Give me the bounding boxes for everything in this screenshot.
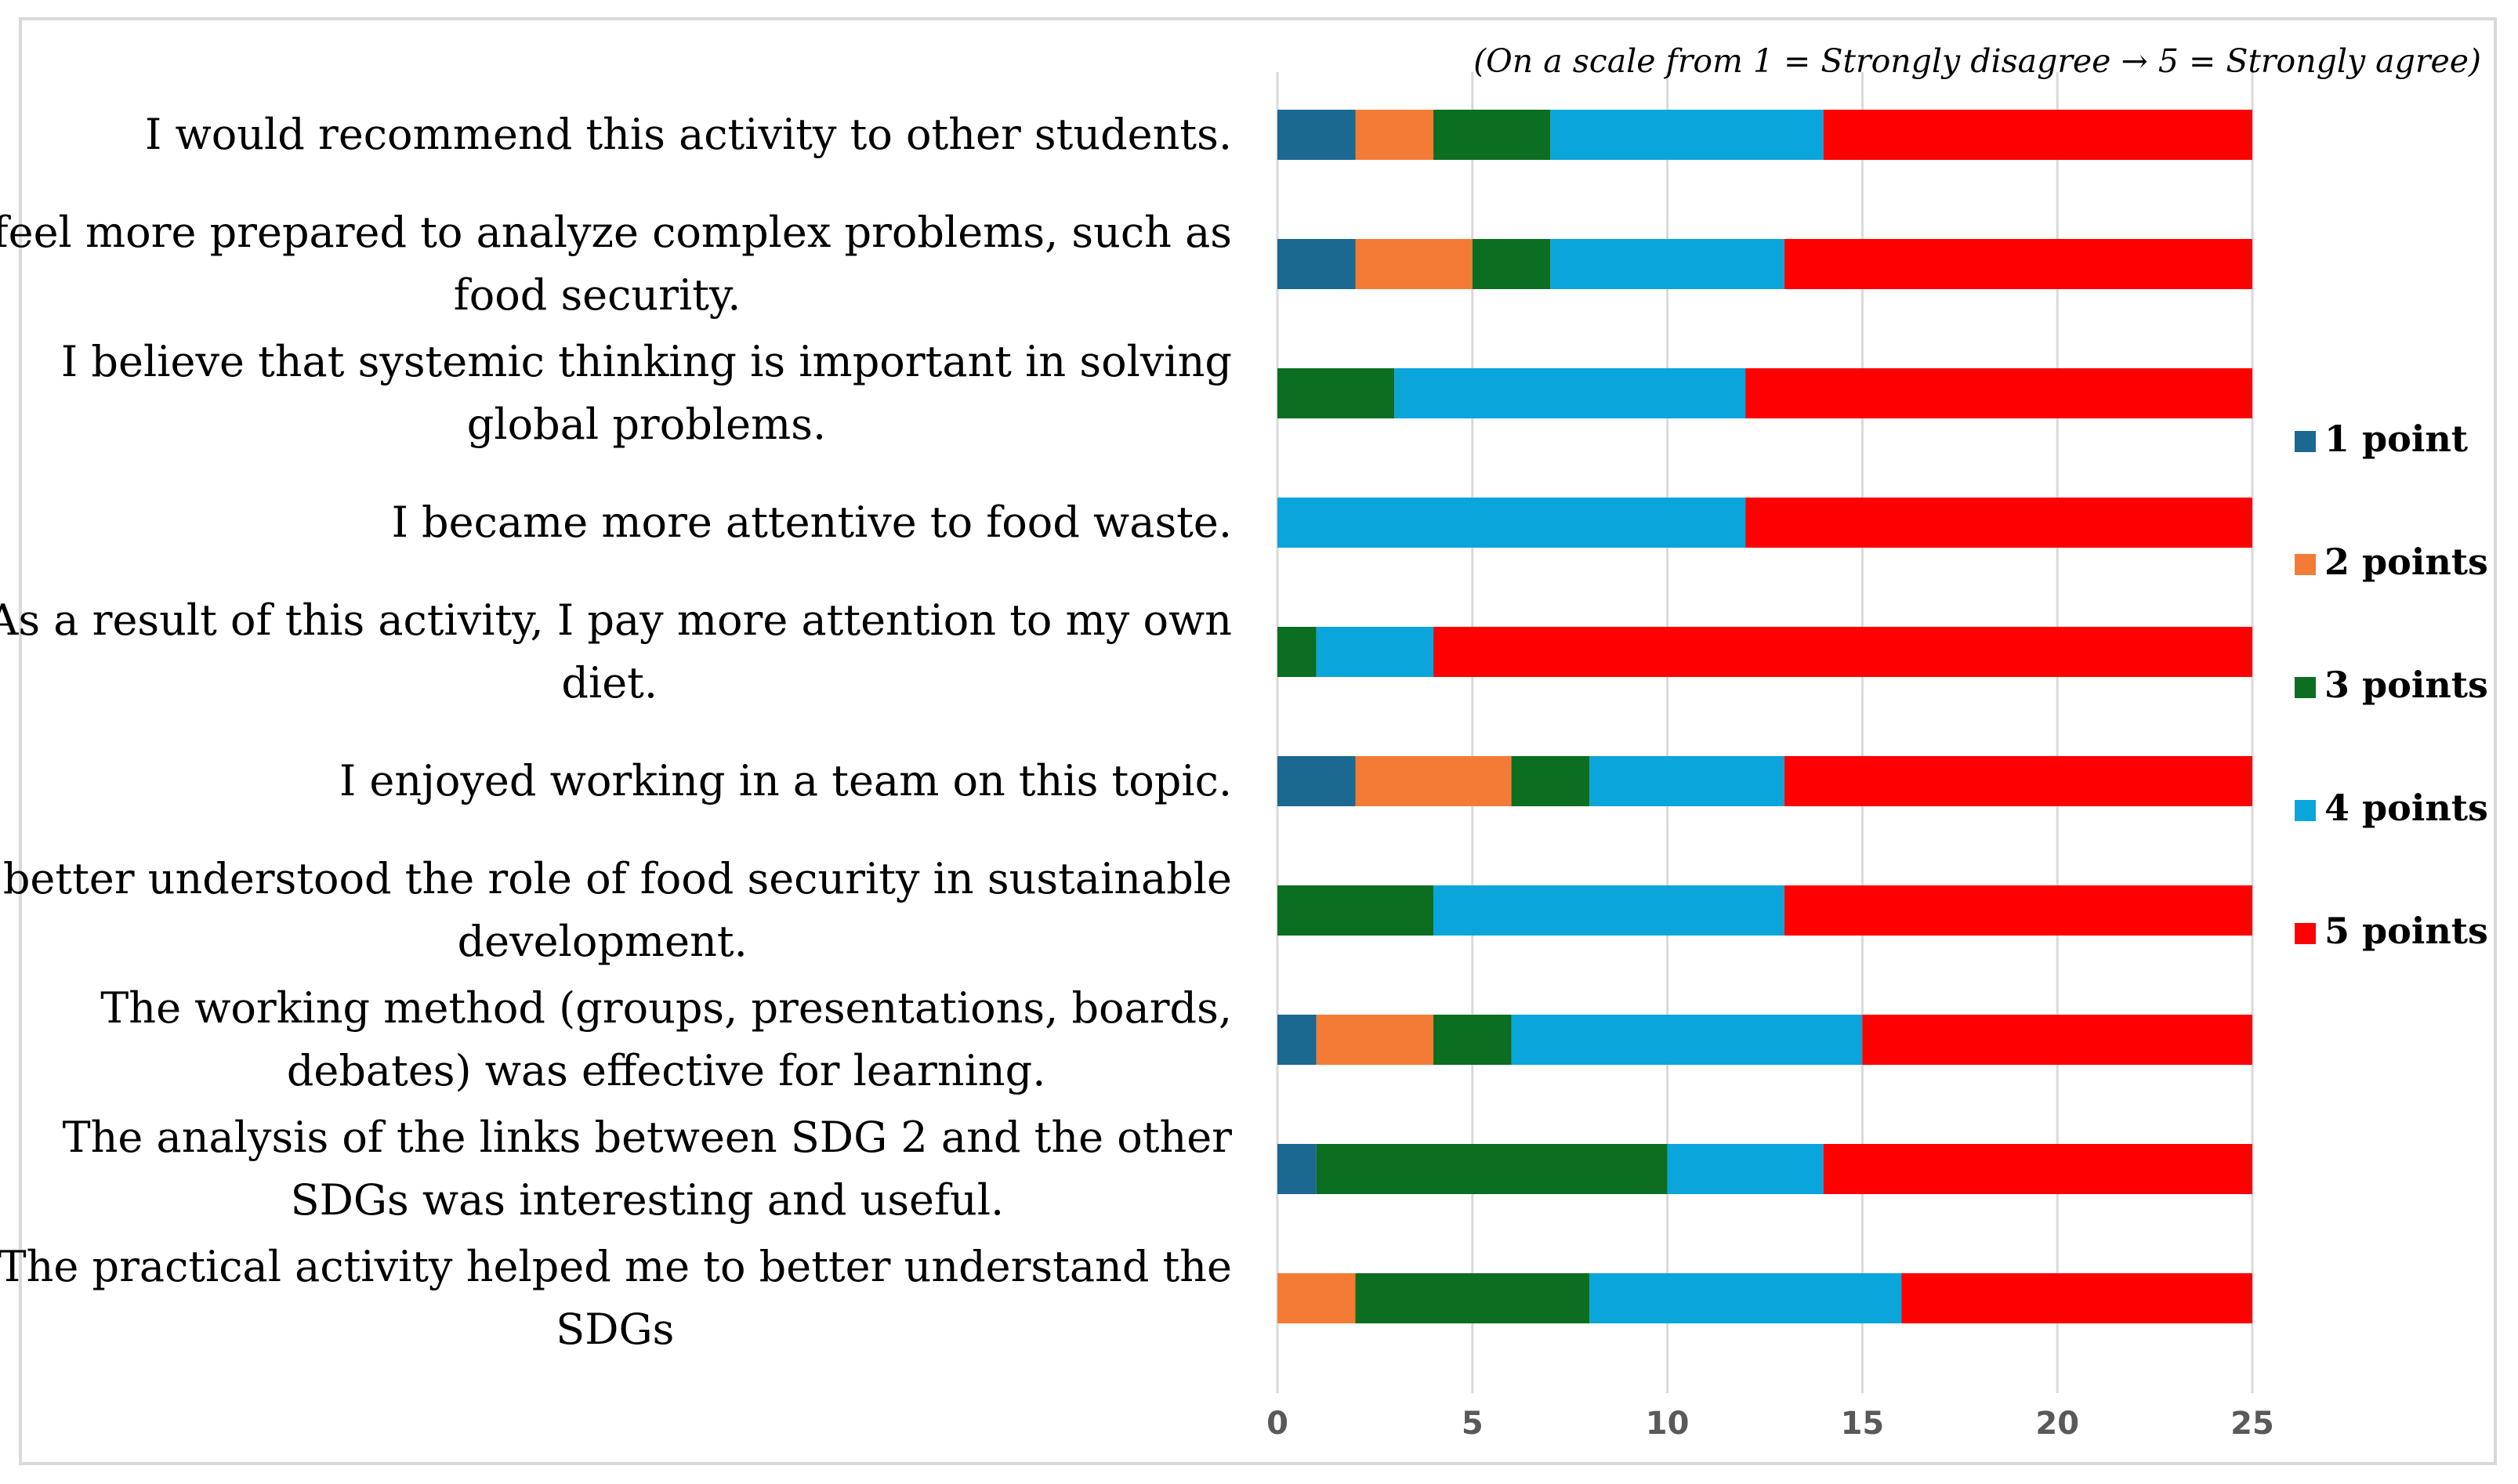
category-label-6: I enjoyed working in a team on this topi… <box>339 756 1232 805</box>
x-tick-label-15: 15 <box>1841 1406 1885 1442</box>
bar-row1-3-points <box>1433 110 1551 160</box>
legend-swatch-5 <box>2295 923 2316 944</box>
category-label-1: I would recommend this activity to other… <box>145 110 1232 159</box>
bar-row6-2-points <box>1355 756 1512 806</box>
bar-row1-4-points <box>1550 110 1824 160</box>
bar-row3-3-points <box>1277 368 1395 418</box>
bar-row7-5-points <box>1784 885 2252 936</box>
category-label-10-line2: SDGs <box>556 1305 674 1354</box>
legend-label-5: 5 points <box>2324 910 2488 952</box>
bar-row1-1-point <box>1277 110 1356 160</box>
bar-row9-4-points <box>1667 1144 1824 1194</box>
bar-row9-3-points <box>1316 1144 1668 1194</box>
legend-swatch-2 <box>2295 554 2316 575</box>
category-label-3-line2: global problems. <box>467 400 826 449</box>
bar-row10-3-points <box>1355 1273 1590 1323</box>
category-label-7-line2: development. <box>458 917 748 966</box>
x-tick-label-0: 0 <box>1266 1406 1288 1442</box>
legend-label-3: 3 points <box>2324 664 2488 706</box>
x-tick-label-5: 5 <box>1462 1406 1484 1442</box>
bar-row8-5-points <box>1862 1015 2252 1065</box>
legend-label-2: 2 points <box>2324 541 2488 583</box>
category-label-7-line1: I better understood the role of food sec… <box>0 854 1232 903</box>
category-label-9-line1: The analysis of the links between SDG 2 … <box>63 1113 1233 1162</box>
tick-labels: 0 5 10 15 20 25 <box>1266 1406 2274 1442</box>
bar-row5-5-points <box>1433 627 2252 677</box>
bar-row8-3-points <box>1433 1015 1512 1065</box>
category-label-10-line1: The practical activity helped me to bett… <box>0 1242 1232 1291</box>
bar-row4-5-points <box>1745 498 2252 548</box>
x-tick-label-20: 20 <box>2035 1406 2079 1442</box>
legend-label-4: 4 points <box>2324 787 2488 829</box>
category-label-2-line1: I feel more prepared to analyze complex … <box>0 208 1232 257</box>
bar-row2-2-points <box>1355 239 1473 289</box>
bar-row10-2-points <box>1277 1273 1356 1323</box>
scale-note: (On a scale from 1 = Strongly disagree →… <box>1473 42 2481 80</box>
category-label-3-line1: I believe that systemic thinking is impo… <box>61 337 1232 386</box>
bar-row3-4-points <box>1394 368 1746 418</box>
bar-row2-5-points <box>1784 239 2252 289</box>
bar-row6-1-point <box>1277 756 1356 806</box>
category-label-2-line2: food security. <box>454 270 741 320</box>
bar-row8-1-point <box>1277 1015 1317 1065</box>
bar-row2-3-points <box>1472 239 1551 289</box>
category-label-8-line2: debates) was effective for learning. <box>287 1046 1046 1095</box>
legend-label-1: 1 point <box>2324 418 2469 460</box>
bar-row7-4-points <box>1433 885 1784 936</box>
bar-row5-3-points <box>1277 627 1317 677</box>
legend: 1 point 2 points 3 points 4 points 5 points <box>2295 418 2488 952</box>
category-label-9-line2: SDGs was interesting and useful. <box>291 1175 1005 1225</box>
category-labels: I would recommend this activity to other… <box>0 110 1232 1354</box>
category-label-5-line2: diet. <box>561 658 658 708</box>
category-label-8-line1: The working method (groups, presentation… <box>100 983 1232 1033</box>
bar-row9-1-point <box>1277 1144 1317 1194</box>
x-tick-label-10: 10 <box>1646 1406 1690 1442</box>
bar-row6-4-points <box>1589 756 1784 806</box>
bar-row10-5-points <box>1901 1273 2252 1323</box>
legend-swatch-1 <box>2295 431 2316 452</box>
legend-swatch-4 <box>2295 800 2316 821</box>
bar-row6-5-points <box>1784 756 2252 806</box>
bar-row1-2-points <box>1355 110 1434 160</box>
bar-row8-2-points <box>1316 1015 1434 1065</box>
bar-row5-4-points <box>1316 627 1434 677</box>
bar-row9-5-points <box>1823 1144 2252 1194</box>
bar-row3-5-points <box>1745 368 2252 418</box>
bar-row4-4-points <box>1277 498 1746 548</box>
bar-row2-1-point <box>1277 239 1356 289</box>
x-tick-label-25: 25 <box>2230 1406 2274 1442</box>
category-label-4: I became more attentive to food waste. <box>392 498 1232 547</box>
category-label-5-line1: As a result of this activity, I pay more… <box>0 595 1232 645</box>
bar-row2-4-points <box>1550 239 1784 289</box>
bar-row1-5-points <box>1823 110 2252 160</box>
bar-row10-4-points <box>1589 1273 1902 1323</box>
bar-row8-4-points <box>1511 1015 1863 1065</box>
bar-row7-3-points <box>1277 885 1434 936</box>
legend-swatch-3 <box>2295 677 2316 698</box>
bar-row6-3-points <box>1511 756 1590 806</box>
bars <box>1277 110 2252 1323</box>
